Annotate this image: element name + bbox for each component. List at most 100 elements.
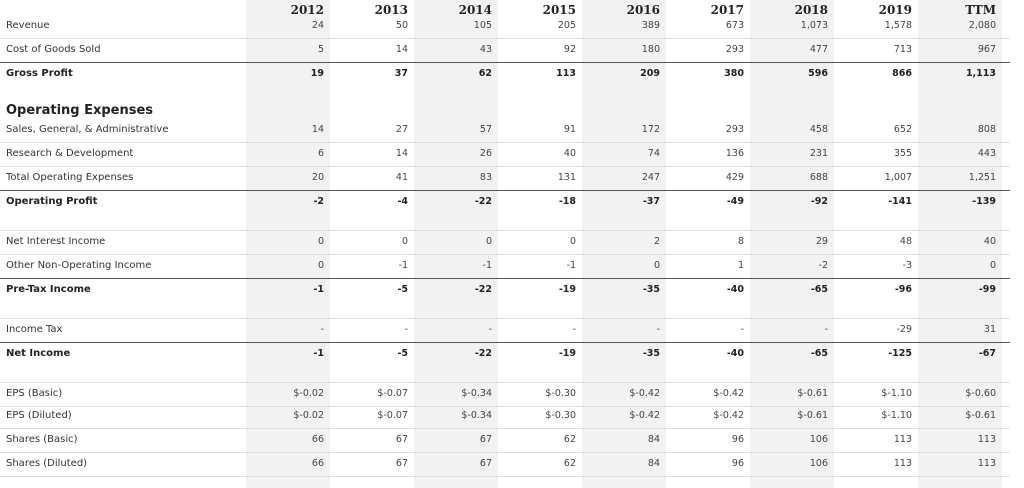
cell-value: 113: [893, 434, 912, 445]
row-divider: [0, 278, 1010, 279]
cell-value: -1: [566, 260, 576, 271]
year-header: 2018: [794, 3, 828, 17]
cell-value: -67: [978, 348, 996, 359]
cell-value: 41: [395, 172, 408, 183]
cell-value: 293: [725, 44, 744, 55]
cell-value: -19: [558, 284, 576, 295]
year-header: 2013: [374, 3, 408, 17]
cell-value: 5: [317, 44, 324, 55]
cell-value: 1: [737, 260, 744, 271]
year-header: 2017: [710, 3, 744, 17]
cell-value: 131: [557, 172, 576, 183]
cell-value: 113: [977, 434, 996, 445]
cell-value: 113: [893, 458, 912, 469]
cell-value: 113: [977, 458, 996, 469]
cell-value: 0: [569, 236, 576, 247]
cell-value: $-0.42: [629, 388, 660, 399]
cell-value: 43: [479, 44, 492, 55]
cell-value: 27: [395, 124, 408, 135]
cell-value: -1: [398, 260, 408, 271]
row-divider: [0, 318, 1010, 319]
cell-value: 14: [311, 124, 324, 135]
cell-value: -5: [397, 284, 408, 295]
row-divider: [0, 166, 1010, 167]
cell-value: $-0.30: [545, 410, 576, 421]
cell-value: 209: [640, 68, 660, 79]
cell-value: 808: [977, 124, 996, 135]
cell-value: -: [404, 324, 408, 335]
cell-value: 96: [731, 458, 744, 469]
cell-value: -92: [810, 196, 828, 207]
row-divider: [0, 142, 1010, 143]
cell-value: $-0.61: [797, 388, 828, 399]
cell-value: 8: [737, 236, 744, 247]
cell-value: -1: [482, 260, 492, 271]
row-divider: [0, 476, 1010, 477]
cell-value: 67: [479, 458, 492, 469]
cell-value: 231: [809, 148, 828, 159]
cell-value: 67: [479, 434, 492, 445]
cell-value: 0: [989, 260, 996, 271]
row-label: Gross Profit: [6, 68, 73, 79]
cell-value: 429: [725, 172, 744, 183]
cell-value: 19: [310, 68, 324, 79]
cell-value: -35: [642, 348, 660, 359]
section-heading: Operating Expenses: [6, 103, 154, 118]
cell-value: 136: [725, 148, 744, 159]
cell-value: 40: [983, 236, 996, 247]
cell-value: -125: [888, 348, 912, 359]
row-label: Other Non-Operating Income: [6, 260, 152, 271]
cell-value: $-0.07: [377, 410, 408, 421]
cell-value: -65: [810, 348, 828, 359]
cell-value: 62: [563, 434, 576, 445]
cell-value: -1: [313, 284, 324, 295]
cell-value: 14: [395, 148, 408, 159]
cell-value: 688: [809, 172, 828, 183]
cell-value: 62: [478, 68, 492, 79]
cell-value: 96: [731, 434, 744, 445]
year-header: 2012: [290, 3, 324, 17]
cell-value: -: [572, 324, 576, 335]
cell-value: $-0.02: [293, 410, 324, 421]
cell-value: 866: [892, 68, 912, 79]
cell-value: 0: [317, 236, 324, 247]
cell-value: 50: [395, 20, 408, 31]
cell-value: -40: [726, 284, 744, 295]
row-divider: [0, 62, 1010, 63]
cell-value: 26: [479, 148, 492, 159]
row-label: Income Tax: [6, 324, 63, 335]
cell-value: -49: [726, 196, 744, 207]
row-label: Net Interest Income: [6, 236, 106, 247]
cell-value: 967: [977, 44, 996, 55]
cell-value: $-1.10: [881, 410, 912, 421]
cell-value: -: [824, 324, 828, 335]
cell-value: -22: [474, 348, 492, 359]
cell-value: -2: [313, 196, 324, 207]
row-divider: [0, 230, 1010, 231]
cell-value: 247: [641, 172, 660, 183]
cell-value: 57: [479, 124, 492, 135]
cell-value: -35: [642, 284, 660, 295]
cell-value: 74: [647, 148, 660, 159]
year-header: 2019: [878, 3, 912, 17]
cell-value: -5: [397, 348, 408, 359]
cell-value: -: [488, 324, 492, 335]
row-divider: [0, 428, 1010, 429]
cell-value: 113: [556, 68, 576, 79]
cell-value: 596: [808, 68, 828, 79]
cell-value: 1,113: [965, 68, 996, 79]
cell-value: 293: [725, 124, 744, 135]
cell-value: $-0.34: [461, 410, 492, 421]
cell-value: -4: [397, 196, 408, 207]
cell-value: 67: [395, 458, 408, 469]
cell-value: -19: [558, 348, 576, 359]
cell-value: 389: [641, 20, 660, 31]
cell-value: -141: [888, 196, 912, 207]
cell-value: 0: [401, 236, 408, 247]
cell-value: 0: [485, 236, 492, 247]
row-label: Sales, General, & Administrative: [6, 124, 169, 135]
cell-value: 443: [977, 148, 996, 159]
cell-value: $-0.61: [965, 410, 996, 421]
cell-value: 106: [809, 458, 828, 469]
